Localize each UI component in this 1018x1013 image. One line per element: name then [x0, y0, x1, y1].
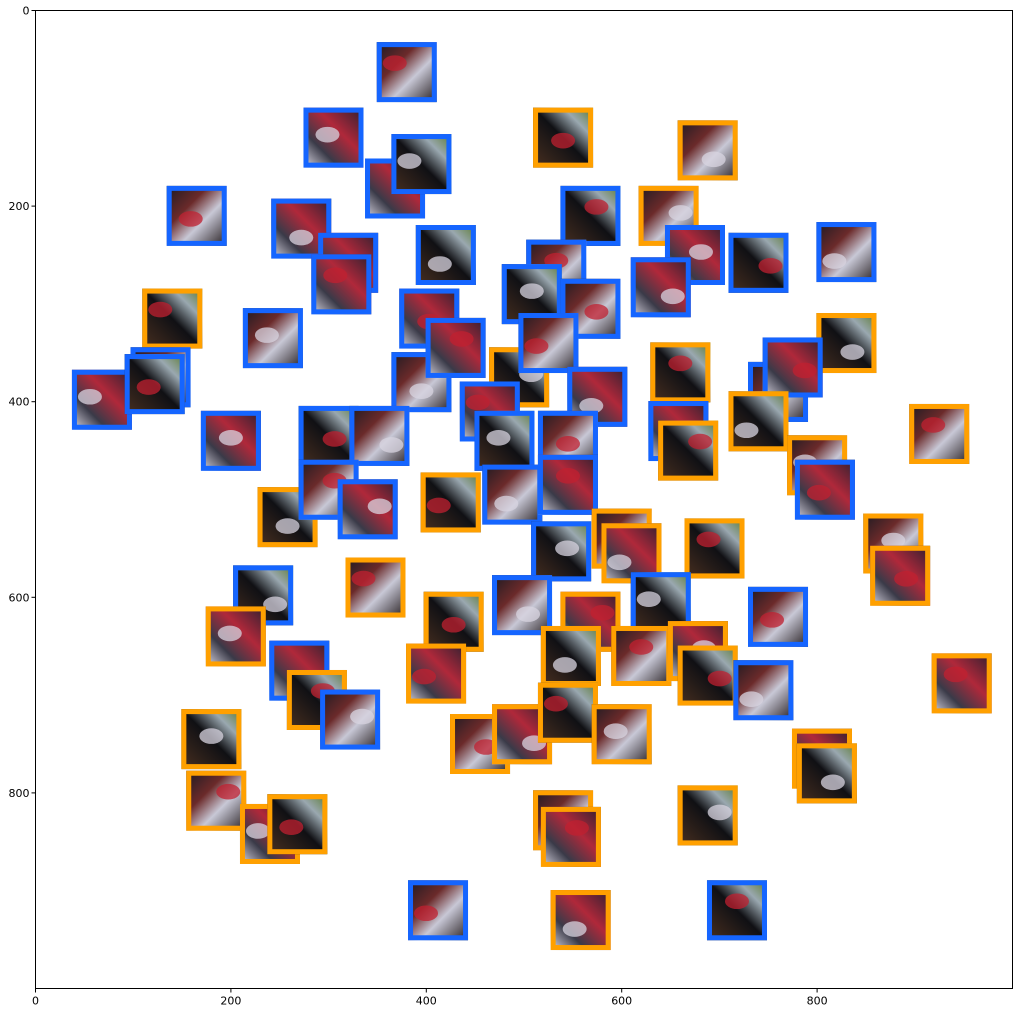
image-point [425, 317, 486, 378]
image-point [728, 391, 789, 452]
image-point [540, 806, 601, 867]
image-point [320, 689, 381, 750]
plot-area-frame [35, 10, 1013, 989]
image-point [560, 185, 621, 246]
image-point [794, 459, 855, 520]
image-point [728, 232, 789, 293]
points-layer [71, 42, 992, 951]
image-point [181, 709, 242, 770]
image-point [748, 586, 809, 647]
image-point [611, 625, 672, 686]
image-point [492, 575, 553, 636]
y-tick-label: 600 [9, 591, 30, 604]
x-tick-label: 200 [220, 995, 241, 1008]
image-point [482, 464, 543, 525]
x-tick-label: 600 [611, 995, 632, 1008]
image-point [630, 257, 691, 318]
image-point [420, 472, 481, 533]
image-point [311, 254, 372, 315]
image-point [474, 410, 535, 471]
y-tick-label: 800 [9, 787, 30, 800]
image-point [337, 479, 398, 540]
image-point [816, 313, 877, 374]
x-tick-label: 0 [32, 995, 39, 1008]
image-point [267, 794, 328, 855]
image-point [816, 222, 877, 283]
image-point [345, 557, 406, 618]
image-point [303, 107, 364, 168]
image-point [531, 521, 592, 582]
image-point [124, 354, 185, 415]
image-point [298, 405, 359, 466]
image-point [408, 880, 469, 941]
image-point [677, 785, 738, 846]
image-point [186, 770, 247, 831]
image-point [349, 405, 410, 466]
image-point [591, 704, 652, 765]
image-point [376, 42, 437, 103]
image-point [391, 134, 452, 195]
y-tick-label: 0 [23, 5, 30, 18]
image-point [677, 645, 738, 706]
image-point [242, 308, 303, 369]
y-tick-label: 400 [9, 396, 30, 409]
image-point [650, 342, 711, 403]
image-point [406, 643, 467, 704]
image-point [796, 743, 857, 804]
image-point [540, 625, 601, 686]
image-point [706, 880, 767, 941]
image-point [533, 107, 594, 168]
image-point [909, 403, 970, 464]
image-point [71, 369, 132, 430]
image-point [423, 591, 484, 652]
image-point [677, 120, 738, 181]
image-point [684, 518, 745, 579]
image-point [762, 337, 823, 398]
axis-ticks: 0 200 400 600 800 0 200 400 600 800 [9, 5, 828, 1008]
image-point [200, 410, 261, 471]
image-point [658, 420, 719, 481]
image-point [205, 606, 266, 667]
image-point [733, 660, 794, 721]
x-tick-label: 400 [416, 995, 437, 1008]
image-point [537, 454, 598, 515]
image-point [166, 185, 227, 246]
image-point [537, 682, 598, 743]
image-point [567, 366, 628, 427]
image-point [931, 653, 992, 714]
image-point [518, 313, 579, 374]
image-point [142, 288, 203, 349]
x-tick-label: 800 [807, 995, 828, 1008]
image-point [870, 545, 931, 606]
image-point [415, 225, 476, 285]
image-point [550, 890, 611, 951]
y-tick-label: 200 [9, 200, 30, 213]
